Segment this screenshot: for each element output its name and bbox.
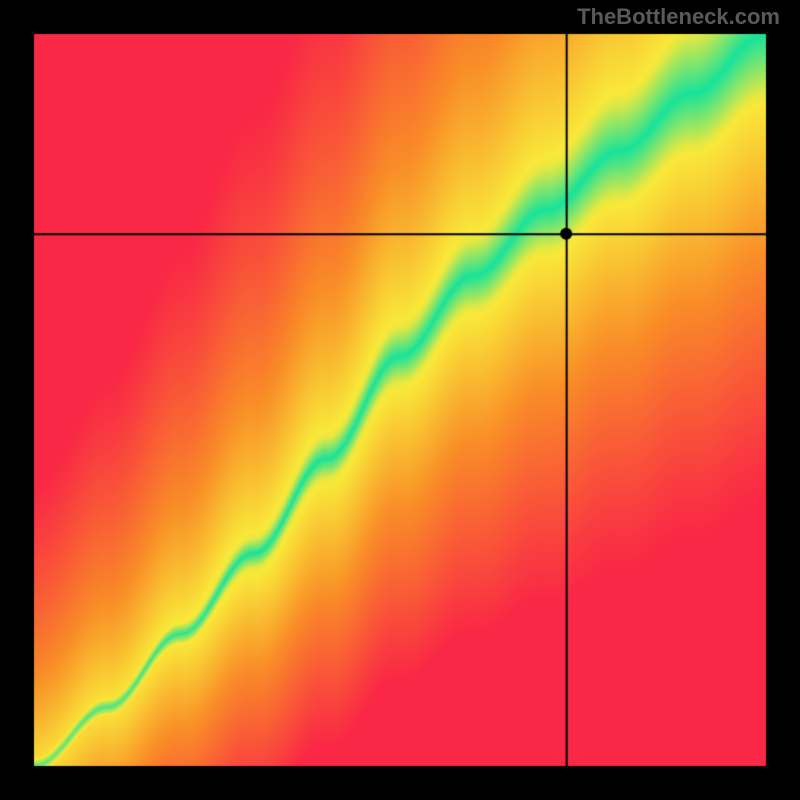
- chart-container: TheBottleneck.com: [0, 0, 800, 800]
- watermark-text: TheBottleneck.com: [577, 4, 780, 30]
- bottleneck-heatmap: [0, 0, 800, 800]
